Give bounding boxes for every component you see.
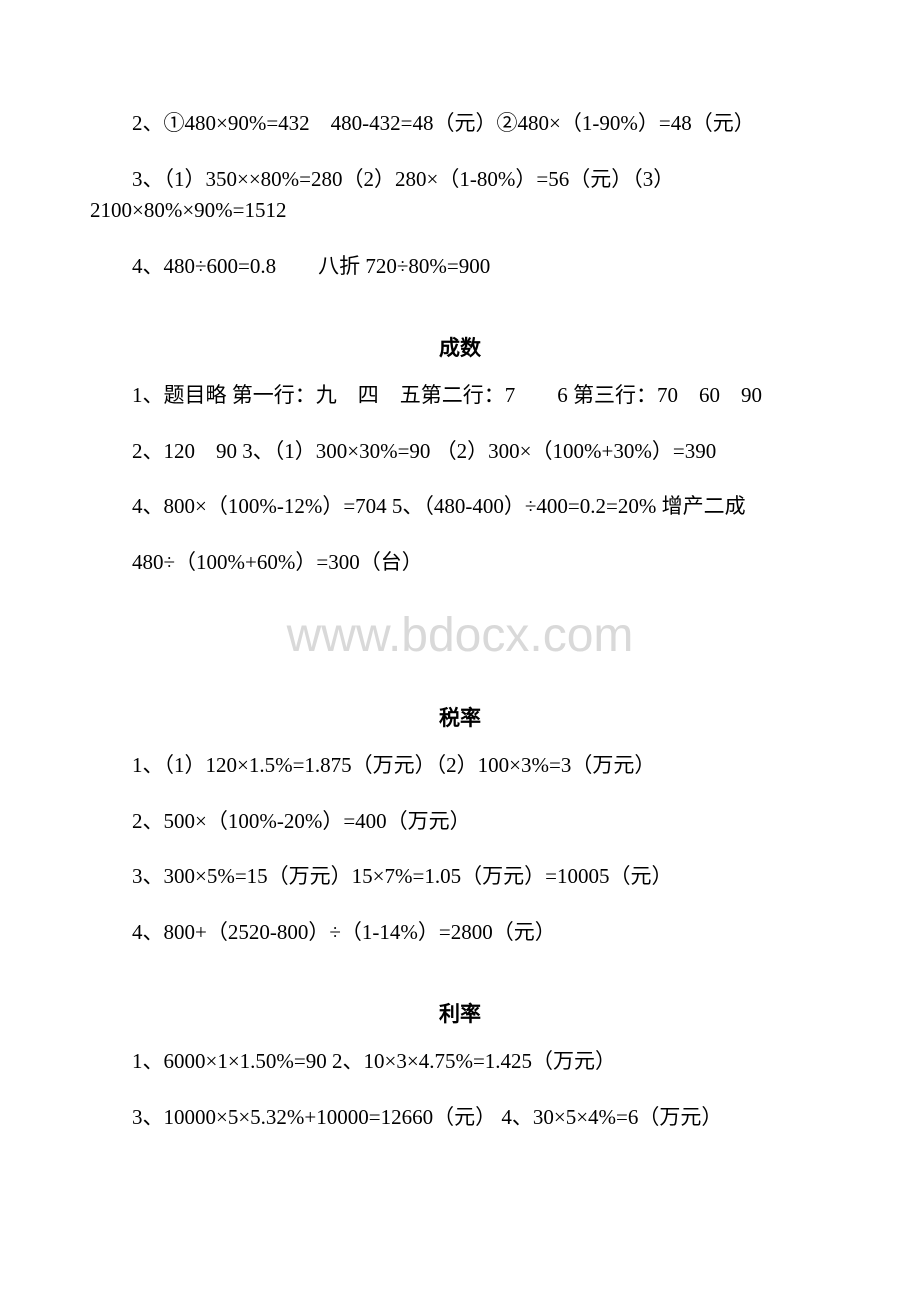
document-content: 2、①480×90%=432 480-432=48（元）②480×（1-90%）… [90,108,830,1133]
section4-line2: 3、10000×5×5.32%+10000=12660（元） 4、30×5×4%… [90,1102,830,1134]
section4-title: 利率 [90,998,830,1028]
section3-line4: 4、800+（2520-800）÷（1-14%）=2800（元） [90,917,830,949]
section1-line1: 2、①480×90%=432 480-432=48（元）②480×（1-90%）… [90,108,830,140]
section2-title: 成数 [90,332,830,362]
section1-line2: 3、（1）350××80%=280（2）280×（1-80%）=56（元）（3）… [90,164,830,227]
section2-line3: 4、800×（100%-12%）=704 5、（480-400）÷400=0.2… [90,491,830,523]
section3-line2: 2、500×（100%-20%）=400（万元） [90,806,830,838]
section2-line2: 2、120 90 3、（1）300×30%=90 （2）300×（100%+30… [90,436,830,468]
section3-line3: 3、300×5%=15（万元）15×7%=1.05（万元）=10005（元） [90,861,830,893]
section2-line1: 1、题目略 第一行：九 四 五第二行：7 6 第三行：70 60 90 [90,380,830,412]
section4-line1: 1、6000×1×1.50%=90 2、10×3×4.75%=1.425（万元） [90,1046,830,1078]
section3-title: 税率 [90,702,830,732]
section3-line1: 1、（1）120×1.5%=1.875（万元）（2）100×3%=3（万元） [90,750,830,782]
section1-line3: 4、480÷600=0.8 八折 720÷80%=900 [90,251,830,283]
section2-line4: 480÷（100%+60%）=300（台） [90,547,830,579]
